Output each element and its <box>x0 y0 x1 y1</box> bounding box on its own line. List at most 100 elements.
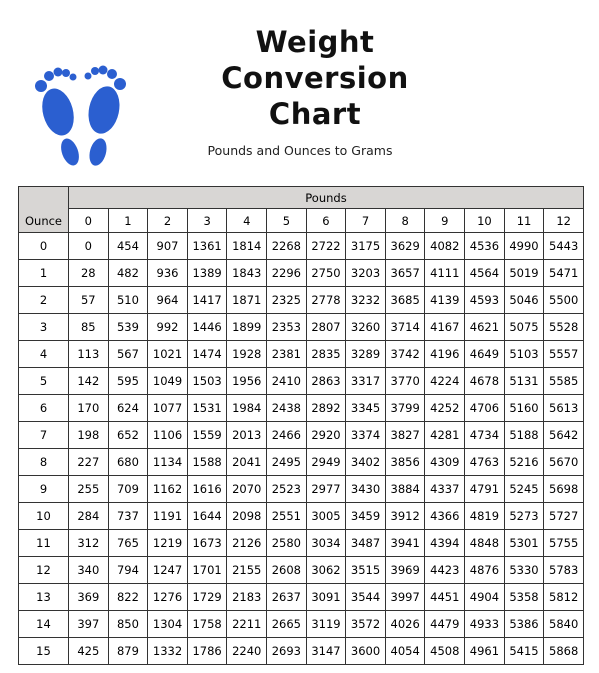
cell: 567 <box>107 340 149 368</box>
cell: 1417 <box>186 286 228 314</box>
cell: 3175 <box>345 232 386 260</box>
cell: 1162 <box>147 475 188 503</box>
corner-header: Ounce <box>18 186 69 233</box>
cell: 2977 <box>305 475 347 503</box>
cell: 5358 <box>503 583 545 611</box>
cell: 2240 <box>226 637 268 665</box>
cell: 0 <box>68 232 109 260</box>
cell: 2070 <box>226 475 268 503</box>
cell: 2608 <box>266 556 307 584</box>
cell: 595 <box>107 367 149 395</box>
cell: 227 <box>68 448 109 476</box>
cell: 4394 <box>424 529 466 557</box>
cell: 1871 <box>226 286 268 314</box>
cell: 1219 <box>147 529 188 557</box>
cell: 1758 <box>186 610 228 638</box>
cell: 57 <box>68 286 109 314</box>
cell: 5500 <box>543 286 584 314</box>
data-row: 3 85 539 992 1446 1899 2353 2807 3260 3714 4167 462… <box>18 313 584 341</box>
cell: 4167 <box>424 313 466 341</box>
cell: 4224 <box>424 367 466 395</box>
group-header: Pounds <box>68 186 584 209</box>
cell: 1503 <box>186 367 228 395</box>
cell: 3969 <box>384 556 426 584</box>
cell: 3005 <box>305 502 347 530</box>
cell: 2892 <box>305 394 347 422</box>
cell: 1956 <box>226 367 268 395</box>
cell: 4536 <box>464 232 505 260</box>
cell: 652 <box>107 421 149 449</box>
cell: 3119 <box>305 610 347 638</box>
cell: 794 <box>107 556 149 584</box>
cell: 2949 <box>305 448 347 476</box>
data-row: 0 0 454 907 1361 1814 2268 2722 3175 3629 4082 4536… <box>18 232 584 260</box>
data-row: 10 284 737 1191 1644 2098 2551 3005 3459 3912 4366… <box>18 502 584 530</box>
cell: 4734 <box>464 421 505 449</box>
cell: 5386 <box>503 610 545 638</box>
cell: 170 <box>68 394 109 422</box>
cell: 4337 <box>424 475 466 503</box>
cell: 5670 <box>543 448 584 476</box>
cell: 5301 <box>503 529 545 557</box>
cell: 2495 <box>266 448 307 476</box>
cell: 85 <box>68 313 109 341</box>
cell: 737 <box>107 502 149 530</box>
cell: 936 <box>147 259 188 287</box>
cell: 879 <box>107 637 149 665</box>
cell: 822 <box>107 583 149 611</box>
cell: 5755 <box>543 529 584 557</box>
cell: 2183 <box>226 583 268 611</box>
cell: 5103 <box>503 340 545 368</box>
cell: 4111 <box>424 259 466 287</box>
column-header: 7 <box>345 208 386 233</box>
row-header: 5 <box>18 367 69 395</box>
cell: 4479 <box>424 610 466 638</box>
row-header: 6 <box>18 394 69 422</box>
cell: 3034 <box>305 529 347 557</box>
cell: 4366 <box>424 502 466 530</box>
cell: 1332 <box>147 637 188 665</box>
column-header: 8 <box>384 208 426 233</box>
cell: 2551 <box>266 502 307 530</box>
row-header: 11 <box>18 529 69 557</box>
cell: 5557 <box>543 340 584 368</box>
cell: 2637 <box>266 583 307 611</box>
cell: 340 <box>68 556 109 584</box>
cell: 2523 <box>266 475 307 503</box>
data-row: 13 369 822 1276 1729 2183 2637 3091 3544 3997 4451… <box>18 583 584 611</box>
data-row: 15 425 879 1332 1786 2240 2693 3147 3600 4054 4508… <box>18 637 584 665</box>
cell: 4763 <box>464 448 505 476</box>
group-header-row: Ounce Pounds <box>18 186 584 233</box>
cell: 2466 <box>266 421 307 449</box>
cell: 680 <box>107 448 149 476</box>
cell: 3091 <box>305 583 347 611</box>
row-header: 9 <box>18 475 69 503</box>
data-row: 8 227 680 1134 1588 2041 2495 2949 3402 3856 4309 4… <box>18 448 584 476</box>
cell: 4564 <box>464 259 505 287</box>
cell: 3402 <box>345 448 386 476</box>
cell: 624 <box>107 394 149 422</box>
cell: 28 <box>68 259 109 287</box>
cell: 4026 <box>384 610 426 638</box>
row-header: 8 <box>18 448 69 476</box>
data-row: 7 198 652 1106 1559 2013 2466 2920 3374 3827 4281 4… <box>18 421 584 449</box>
cell: 1814 <box>226 232 268 260</box>
cell: 1673 <box>186 529 228 557</box>
cell: 4876 <box>464 556 505 584</box>
cell: 2410 <box>266 367 307 395</box>
column-header: 2 <box>147 208 188 233</box>
row-header: 0 <box>18 232 69 260</box>
cell: 2381 <box>266 340 307 368</box>
cell: 3912 <box>384 502 426 530</box>
data-row: 5 142 595 1049 1503 1956 2410 2863 3317 3770 4224 4… <box>18 367 584 395</box>
row-header: 2 <box>18 286 69 314</box>
cell: 3742 <box>384 340 426 368</box>
cell: 3317 <box>345 367 386 395</box>
cell: 3345 <box>345 394 386 422</box>
cell: 3827 <box>384 421 426 449</box>
cell: 5330 <box>503 556 545 584</box>
title: Weight Conversion Chart <box>221 25 409 131</box>
column-header: 1 <box>107 208 149 233</box>
cell: 2438 <box>266 394 307 422</box>
